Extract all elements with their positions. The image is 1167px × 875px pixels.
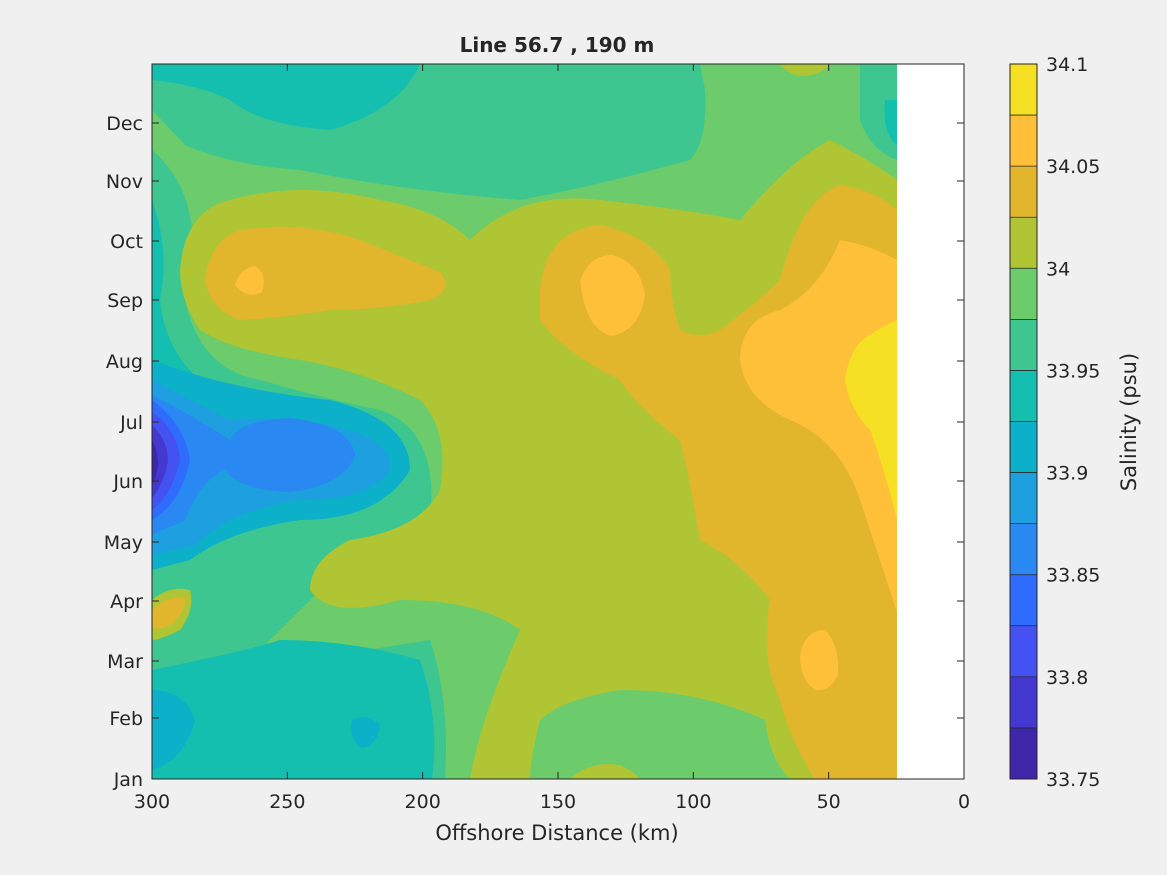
contour-level-34.1 — [845, 320, 897, 520]
x-tick-label: 150 — [540, 791, 576, 813]
contour-fill-layer — [152, 64, 897, 779]
colorbar-tick-label: 33.75 — [1046, 769, 1100, 791]
chart-title: Line 56.7 , 190 m — [460, 33, 655, 57]
contour-level-33.775 — [152, 440, 158, 485]
colorbar-swatch — [1010, 676, 1037, 728]
colorbar-frame — [1009, 63, 1038, 780]
colorbar-tick-label: 34.1 — [1046, 54, 1088, 76]
colorbar-swatch — [1010, 625, 1037, 677]
colorbar-swatch — [1010, 115, 1037, 167]
x-axis: 300 250 200 150 100 50 0 — [134, 64, 970, 813]
colorbar-tick-label: 33.9 — [1046, 463, 1088, 485]
colorbar-tick-label: 33.85 — [1046, 565, 1100, 587]
y-tick-label: Oct — [110, 231, 143, 253]
colorbar-swatch — [1010, 574, 1037, 626]
colorbar-label: Salinity (psu) — [1117, 353, 1141, 491]
y-tick-label: Nov — [106, 171, 143, 193]
colorbar-swatch — [1010, 268, 1037, 320]
colorbar-tick-label: 33.8 — [1046, 667, 1088, 689]
colorbar-swatch — [1010, 472, 1037, 524]
colorbar-swatch — [1010, 727, 1037, 779]
x-axis-label: Offshore Distance (km) — [435, 821, 678, 845]
colorbar-swatch — [1010, 370, 1037, 422]
x-tick-label: 250 — [269, 791, 305, 813]
colorbar-swatch — [1010, 319, 1037, 371]
x-tick-label: 200 — [405, 791, 441, 813]
contour-level-34.075 — [235, 240, 897, 691]
colorbar-swatch — [1010, 166, 1037, 218]
x-tick-label: 50 — [817, 791, 841, 813]
y-tick-label: Feb — [109, 708, 143, 730]
y-tick-label: Sep — [107, 290, 143, 312]
colorbar: 33.75 33.8 33.85 33.9 33.95 34 34.05 34.1 — [1009, 54, 1100, 791]
x-tick-label: 0 — [958, 791, 970, 813]
y-axis: Jan Feb Mar Apr May Jun Jul Aug Sep Oct Nov Dec — [104, 113, 964, 791]
colorbar-swatch — [1010, 523, 1037, 575]
x-tick-label: 100 — [675, 791, 711, 813]
y-tick-label: Aug — [106, 351, 143, 373]
y-tick-label: May — [104, 532, 143, 554]
colorbar-tick-label: 33.95 — [1046, 360, 1100, 382]
y-tick-label: Dec — [106, 113, 143, 135]
y-tick-label: Mar — [107, 651, 143, 673]
y-tick-label: Jun — [112, 471, 143, 493]
x-tick-label: 300 — [134, 791, 170, 813]
colorbar-swatch — [1010, 421, 1037, 473]
y-tick-label: Jul — [119, 412, 143, 434]
colorbar-tick-label: 34 — [1046, 258, 1070, 280]
colorbar-swatch — [1010, 217, 1037, 269]
contour-level-33.875 — [152, 395, 355, 535]
contour-level-33.8 — [152, 425, 168, 498]
colorbar-tick-label: 34.05 — [1046, 156, 1100, 178]
y-tick-label: Apr — [110, 591, 143, 613]
y-tick-label: Jan — [113, 769, 143, 791]
colorbar-swatch — [1010, 64, 1037, 116]
